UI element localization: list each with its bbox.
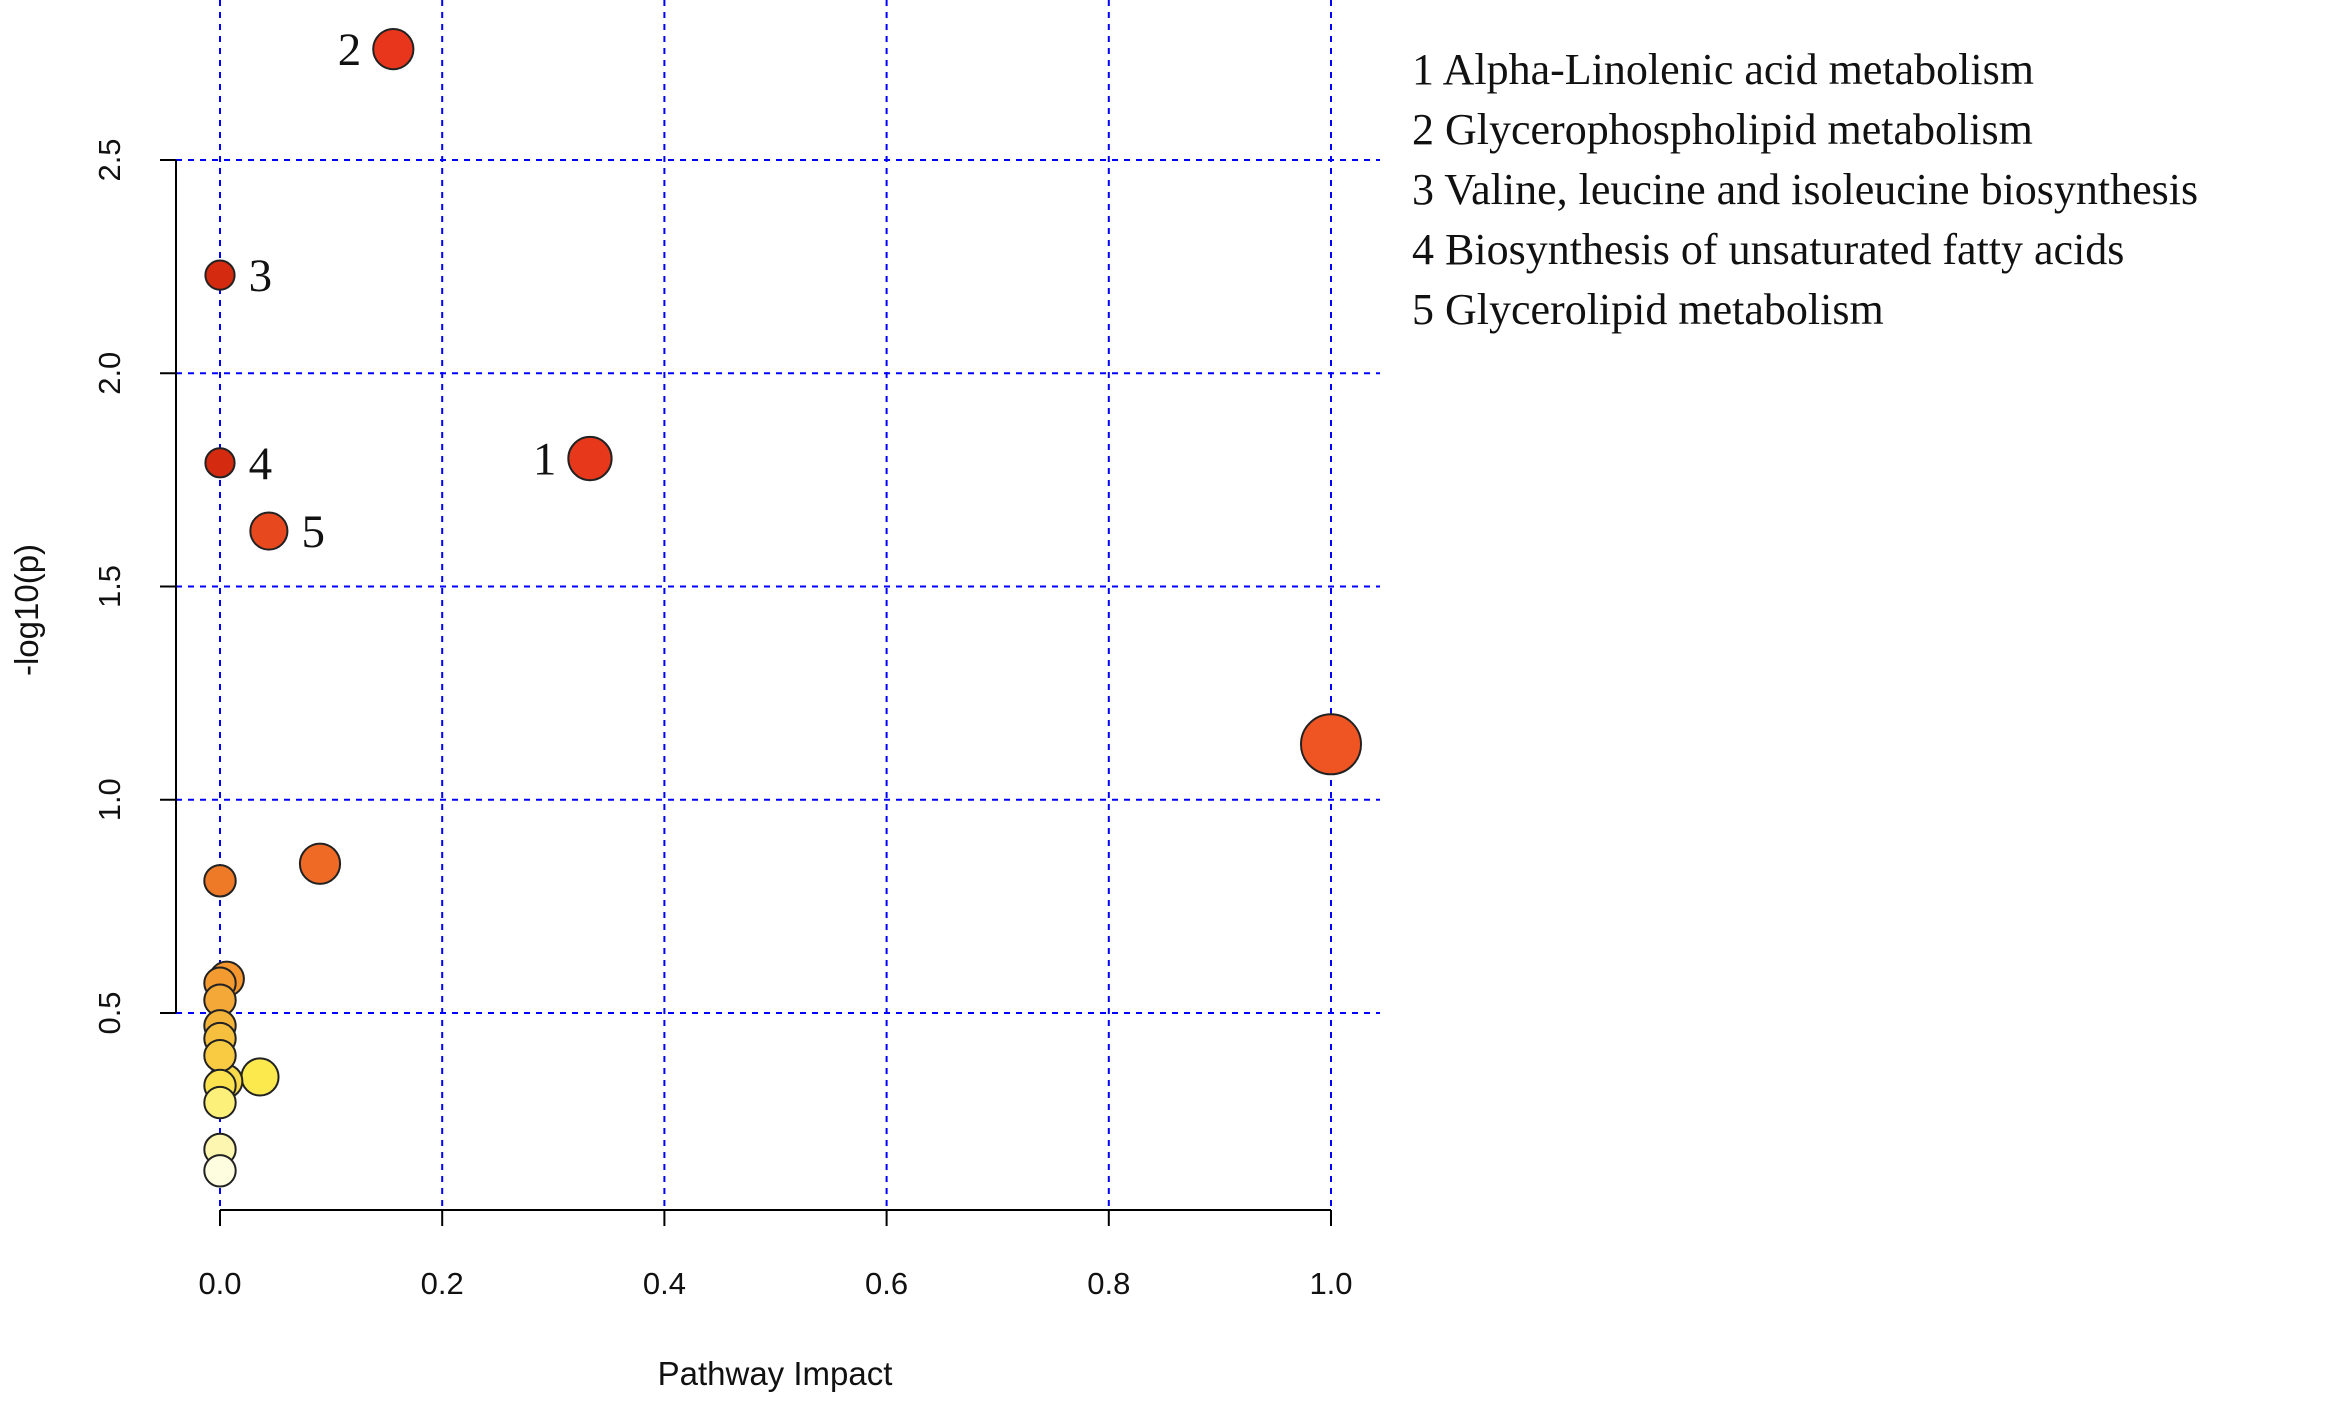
legend: 1 Alpha-Linolenic acid metabolism 2 Glyce…	[1412, 45, 2198, 334]
data-point	[203, 1038, 237, 1073]
y-axis-title: -log10(p)	[8, 544, 45, 676]
data-point	[203, 864, 237, 898]
y-tick-label: 1.0	[92, 778, 127, 821]
legend-entry: 3 Valine, leucine and isoleucine biosynt…	[1412, 165, 2198, 214]
legend-entry: 4 Biosynthesis of unsaturated fatty acid…	[1412, 225, 2124, 274]
data-point	[1300, 713, 1362, 776]
x-tick-label: 0.0	[198, 1266, 241, 1301]
legend-entry: 5 Glycerolipid metabolism	[1412, 285, 1884, 334]
y-tick-label: 1.5	[92, 565, 127, 608]
point-label: 2	[338, 24, 362, 76]
x-tick-label: 0.4	[643, 1266, 686, 1301]
x-tick-label: 0.2	[421, 1266, 464, 1301]
data-point	[249, 511, 289, 551]
point-label: 1	[533, 434, 557, 486]
data-point	[203, 1154, 237, 1188]
x-axis-title: Pathway Impact	[658, 1355, 893, 1392]
point-label: 3	[249, 250, 273, 302]
y-tick-label: 2.0	[92, 352, 127, 395]
data-point	[298, 842, 342, 885]
x-tick-label: 1.0	[1309, 1266, 1352, 1301]
legend-entry: 2 Glycerophospholipid metabolism	[1412, 105, 2033, 154]
point-label: 5	[301, 506, 325, 558]
legend-entry: 1 Alpha-Linolenic acid metabolism	[1412, 45, 2034, 94]
x-tick-label: 0.8	[1087, 1266, 1130, 1301]
data-point	[203, 1085, 237, 1120]
x-tick-label: 0.6	[865, 1266, 908, 1301]
y-tick-label: 0.5	[92, 991, 127, 1034]
data-point	[372, 28, 415, 71]
data-point	[204, 447, 236, 479]
point-label: 4	[249, 438, 273, 490]
data-point	[567, 435, 613, 482]
data-point	[240, 1057, 280, 1097]
data-point	[204, 259, 236, 291]
y-tick-label: 2.5	[92, 138, 127, 181]
